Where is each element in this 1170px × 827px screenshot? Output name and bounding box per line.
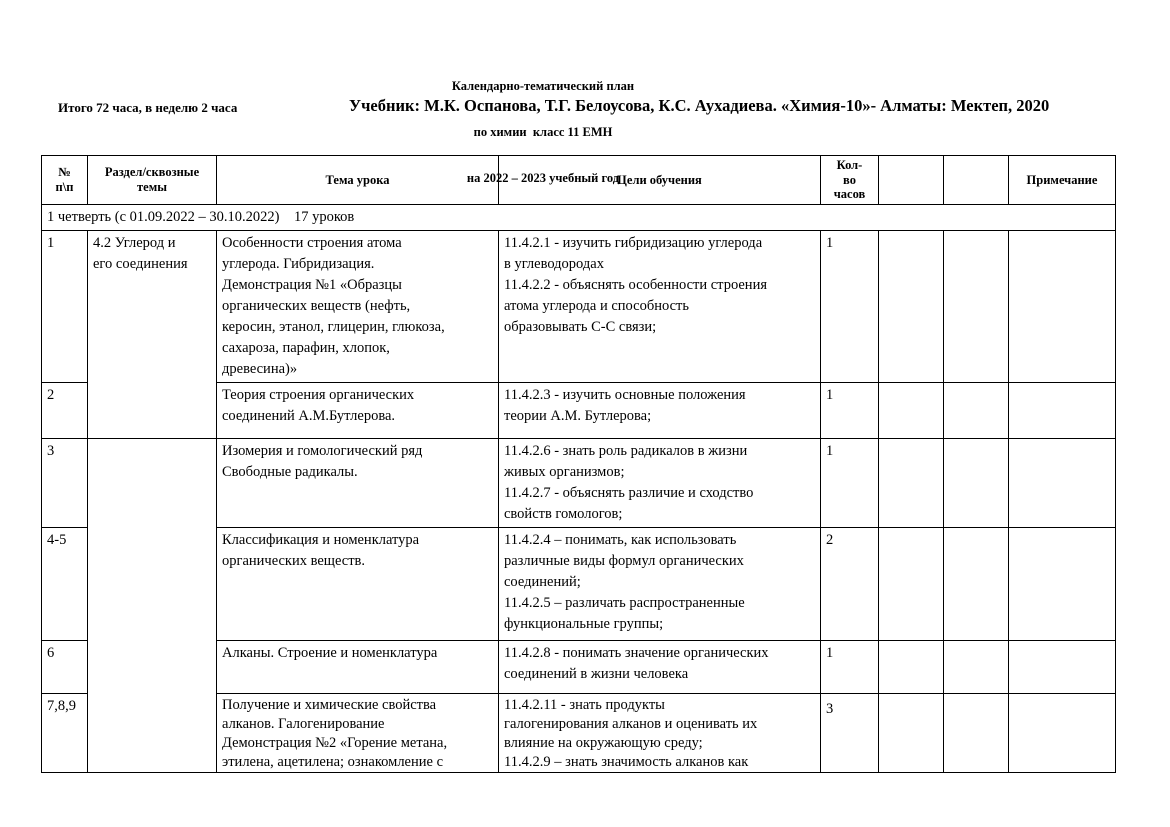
objectives-cell: 11.4.2.3 - изучить основные положения те… — [498, 381, 821, 439]
col-header-note: Примечание — [1008, 155, 1116, 205]
blank-cell — [943, 692, 1009, 773]
blank-cell — [878, 526, 944, 641]
col-header-topic: Тема урока — [216, 155, 499, 205]
blank-cell — [878, 692, 944, 773]
row-num-cell: 7,8,9 — [41, 692, 88, 773]
title-line-2: по химии класс 11 ЕМН — [473, 125, 613, 140]
row-num-cell: 3 — [41, 437, 88, 528]
blank-cell — [943, 229, 1009, 383]
blank-cell — [943, 526, 1009, 641]
section-theme-cell — [87, 437, 217, 773]
section-theme-cell: 4.2 Углерод и его соединения — [87, 229, 217, 439]
objectives-cell: 11.4.2.6 - знать роль радикалов в жизни … — [498, 437, 821, 528]
total-hours-note: Итого 72 часа, в неделю 2 часа — [58, 100, 238, 115]
hours-cell: 1 — [820, 639, 879, 694]
note-cell — [1008, 526, 1116, 641]
blank-cell — [943, 381, 1009, 439]
hours-cell: 2 — [820, 526, 879, 641]
table-row: 6 Алканы. Строение и номенклатура 11.4.2… — [41, 639, 1116, 694]
objectives-cell: 11.4.2.11 - знать продукты галогенирован… — [498, 692, 821, 773]
objectives-cell: 11.4.2.4 – понимать, как использовать ра… — [498, 526, 821, 641]
table-header-row: № п\п Раздел/сквозные темы Тема урока Це… — [41, 155, 1116, 205]
row-num-cell: 6 — [41, 639, 88, 694]
col-header-hours: Кол- во часов — [820, 155, 879, 205]
lesson-plan-table: № п\п Раздел/сквозные темы Тема урока Це… — [41, 155, 1116, 773]
note-cell — [1008, 229, 1116, 383]
row-num-cell: 1 — [41, 229, 88, 383]
note-cell — [1008, 381, 1116, 439]
topic-cell: Теория строения органических соединений … — [216, 381, 499, 439]
title-line-1: Календарно-тематический план — [451, 79, 635, 94]
table-row: 7,8,9 Получение и химические свойства ал… — [41, 692, 1116, 773]
blank-cell — [878, 639, 944, 694]
col-header-num: № п\п — [41, 155, 88, 205]
quarter-section-label: 1 четверть (с 01.09.2022 – 30.10.2022) 1… — [41, 203, 1116, 231]
blank-cell — [878, 437, 944, 528]
quarter-section-row: 1 четверть (с 01.09.2022 – 30.10.2022) 1… — [41, 203, 1116, 231]
table-row: 1 4.2 Углерод и его соединения Особеннос… — [41, 229, 1116, 439]
topic-cell: Классификация и номенклатура органически… — [216, 526, 499, 641]
hours-cell: 1 — [820, 381, 879, 439]
textbook-line: Учебник: М.К. Оспанова, Т.Г. Белоусова, … — [349, 96, 1050, 115]
col-header-section: Раздел/сквозные темы — [87, 155, 217, 205]
objectives-cell: 11.4.2.8 - понимать значение органически… — [498, 639, 821, 694]
col-header-empty-1 — [878, 155, 944, 205]
hours-cell: 3 — [820, 692, 879, 773]
table-row: 4-5 Классификация и номенклатура органич… — [41, 526, 1116, 641]
blank-cell — [943, 639, 1009, 694]
blank-cell — [878, 229, 944, 383]
hours-cell: 1 — [820, 437, 879, 528]
col-header-empty-2 — [943, 155, 1009, 205]
note-cell — [1008, 437, 1116, 528]
table-row: 3 Изомерия и гомологический ряд Свободны… — [41, 437, 1116, 773]
topic-cell: Алканы. Строение и номенклатура — [216, 639, 499, 694]
blank-cell — [878, 381, 944, 439]
objectives-cell: 11.4.2.1 - изучить гибридизацию углерода… — [498, 229, 821, 383]
row-num-cell: 4-5 — [41, 526, 88, 641]
topic-cell: Особенности строения атома углерода. Гиб… — [216, 229, 499, 383]
col-header-objectives: Цели обучения — [498, 155, 821, 205]
note-cell — [1008, 692, 1116, 773]
row-num-cell: 2 — [41, 381, 88, 439]
note-cell — [1008, 639, 1116, 694]
blank-cell — [943, 437, 1009, 528]
hours-cell: 1 — [820, 229, 879, 383]
topic-cell: Изомерия и гомологический ряд Свободные … — [216, 437, 499, 528]
topic-cell: Получение и химические свойства алканов.… — [216, 692, 499, 773]
